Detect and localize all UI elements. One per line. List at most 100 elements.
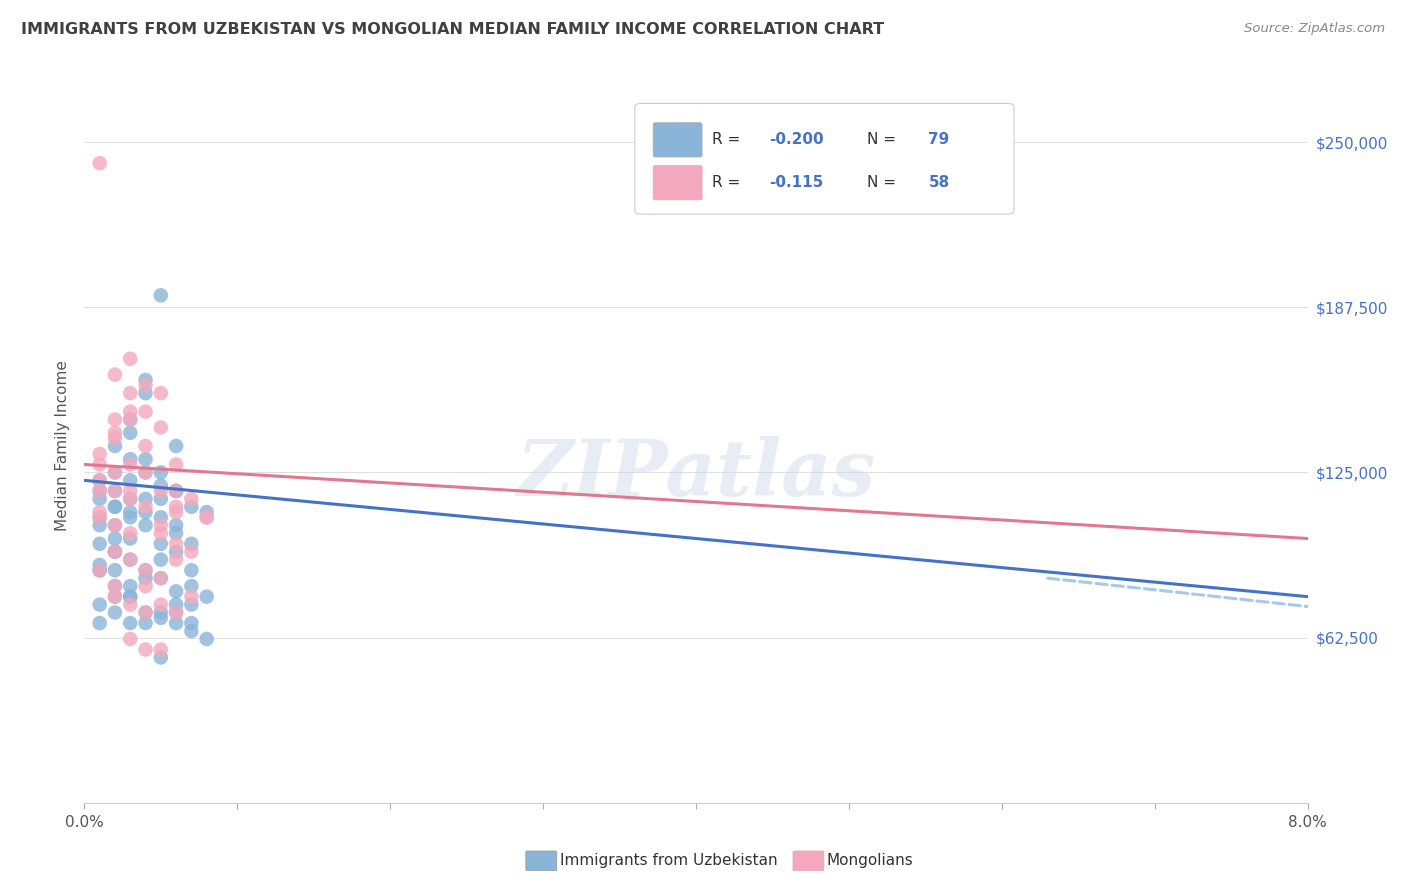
Point [180, 545, 202, 559]
Point [104, 412, 127, 426]
Point [120, 579, 142, 593]
Point [89, 447, 111, 461]
Point [180, 579, 202, 593]
Point [135, 439, 157, 453]
Point [149, 491, 172, 506]
Point [89, 491, 111, 506]
Point [120, 590, 142, 604]
Point [104, 590, 127, 604]
Point [195, 632, 218, 646]
Point [89, 510, 111, 524]
Point [135, 378, 157, 392]
Point [135, 606, 157, 620]
Text: Mongolians: Mongolians [827, 854, 914, 868]
Point [180, 563, 202, 577]
Point [149, 466, 172, 480]
Point [120, 491, 142, 506]
Point [104, 439, 127, 453]
Point [89, 483, 111, 498]
Point [104, 425, 127, 440]
Text: N =: N = [868, 132, 901, 147]
Point [149, 650, 172, 665]
Point [104, 518, 127, 533]
Y-axis label: Median Family Income: Median Family Income [55, 360, 70, 532]
Point [104, 545, 127, 559]
Point [120, 412, 142, 426]
Point [120, 491, 142, 506]
Point [104, 466, 127, 480]
Point [165, 552, 187, 566]
Point [149, 571, 172, 585]
Point [135, 606, 157, 620]
Point [120, 452, 142, 467]
Point [120, 351, 142, 366]
Point [89, 563, 111, 577]
Point [104, 368, 127, 382]
Point [135, 616, 157, 631]
Text: -0.115: -0.115 [769, 175, 824, 190]
Point [165, 500, 187, 514]
Point [149, 598, 172, 612]
Point [165, 598, 187, 612]
Point [180, 537, 202, 551]
Point [104, 532, 127, 546]
Point [89, 616, 111, 631]
Point [135, 571, 157, 585]
Point [104, 500, 127, 514]
Text: R =: R = [711, 132, 745, 147]
Text: IMMIGRANTS FROM UZBEKISTAN VS MONGOLIAN MEDIAN FAMILY INCOME CORRELATION CHART: IMMIGRANTS FROM UZBEKISTAN VS MONGOLIAN … [21, 22, 884, 37]
Point [89, 156, 111, 170]
Point [104, 500, 127, 514]
Point [120, 386, 142, 401]
Point [120, 510, 142, 524]
Point [104, 590, 127, 604]
Point [149, 483, 172, 498]
Point [165, 483, 187, 498]
Point [104, 579, 127, 593]
Point [120, 552, 142, 566]
Text: 79: 79 [928, 132, 949, 147]
Point [104, 545, 127, 559]
Point [165, 458, 187, 472]
Point [120, 483, 142, 498]
Point [135, 404, 157, 418]
Point [180, 590, 202, 604]
Point [135, 452, 157, 467]
Point [89, 505, 111, 519]
Point [104, 431, 127, 445]
Point [149, 288, 172, 302]
Point [120, 505, 142, 519]
Point [149, 518, 172, 533]
Text: R =: R = [711, 175, 749, 190]
Point [89, 474, 111, 488]
Point [104, 606, 127, 620]
Point [89, 458, 111, 472]
Point [120, 474, 142, 488]
Point [149, 552, 172, 566]
Point [165, 606, 187, 620]
Text: 58: 58 [928, 175, 949, 190]
Point [135, 505, 157, 519]
Point [89, 563, 111, 577]
Point [165, 483, 187, 498]
Text: Source: ZipAtlas.com: Source: ZipAtlas.com [1244, 22, 1385, 36]
Point [89, 537, 111, 551]
Point [89, 483, 111, 498]
Point [120, 552, 142, 566]
Point [165, 526, 187, 541]
Point [165, 606, 187, 620]
Point [149, 478, 172, 492]
Point [195, 505, 218, 519]
FancyBboxPatch shape [654, 166, 702, 200]
Point [104, 518, 127, 533]
Point [180, 616, 202, 631]
Point [149, 571, 172, 585]
Point [89, 598, 111, 612]
Point [135, 491, 157, 506]
Point [165, 483, 187, 498]
Point [120, 458, 142, 472]
Text: Immigrants from Uzbekistan: Immigrants from Uzbekistan [560, 854, 778, 868]
Point [149, 642, 172, 657]
Point [165, 439, 187, 453]
Point [120, 632, 142, 646]
